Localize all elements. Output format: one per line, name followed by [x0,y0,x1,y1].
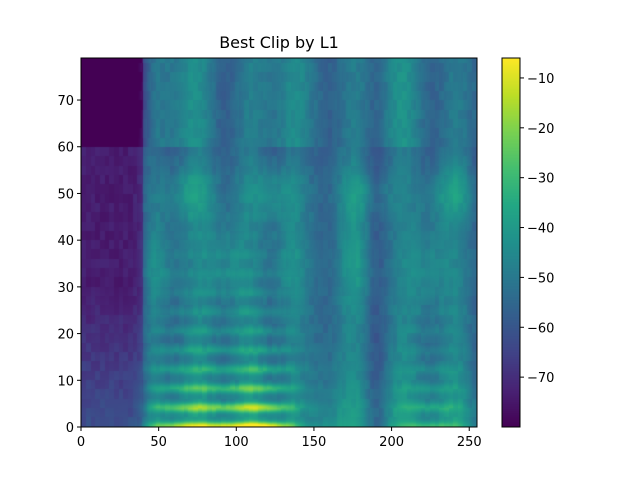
chart-title: Best Clip by L1 [219,33,339,52]
colorbar-tick-label: −50 [527,271,554,286]
colorbar-image [502,58,520,427]
x-tick-label: 200 [379,435,404,450]
x-tick-label: 100 [224,435,249,450]
colorbar-tick-label: −60 [527,321,554,336]
colorbar-frame [501,57,521,428]
colorbar-tick-label: −70 [527,371,554,386]
y-tick-label: 0 [66,421,74,436]
heatmap-image [81,58,477,427]
colorbar-tick-label: −30 [527,172,554,187]
plot-frame [80,57,478,428]
x-tick-label: 150 [302,435,327,450]
y-tick-label: 70 [57,94,74,109]
y-tick-label: 50 [57,187,74,202]
y-axis: 0 10 20 30 40 50 60 70 [57,94,81,436]
colorbar-tick-label: −20 [527,122,554,137]
y-tick-label: 40 [57,234,74,249]
y-tick-label: 30 [57,281,74,296]
y-tick-label: 10 [57,374,74,389]
y-tick-label: 60 [57,141,74,156]
x-tick-label: 0 [77,435,85,450]
y-tick-label: 20 [57,328,74,343]
x-tick-label: 250 [457,435,482,450]
colorbar-tick-label: −10 [527,72,554,87]
x-axis: 0 50 100 150 200 250 [77,427,482,450]
colorbar-tick-label: −40 [527,222,554,237]
colorbar-axis: −10 −20 −30 −40 −50 −60 −70 [520,72,554,386]
x-tick-label: 50 [150,435,167,450]
